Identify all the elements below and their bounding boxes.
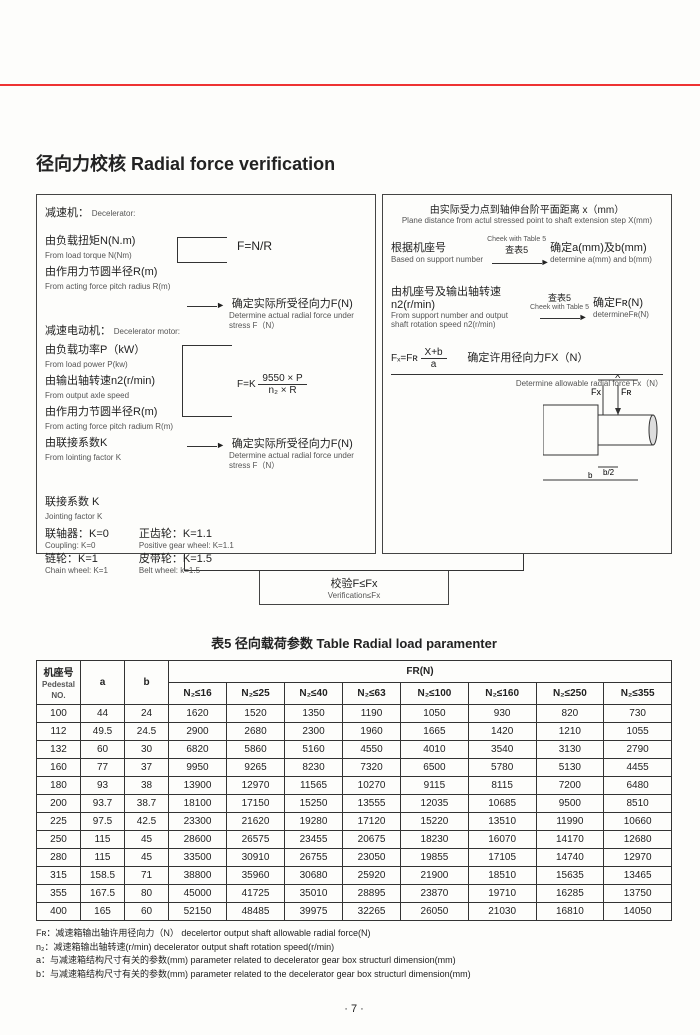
formula-fx: Fₓ=Fʀ X+ba 确定许用径向力FX（N） [391, 347, 663, 375]
column-header: N₂≤100 [401, 683, 469, 705]
page-content: 径向力校核 Radial force verification 减速机： Dec… [0, 0, 700, 1025]
table-row: 22597.542.523300216201928017120152201351… [37, 813, 672, 831]
svg-text:b/2: b/2 [603, 468, 615, 477]
table-row: 355167.580450004172535010288952387019710… [37, 885, 672, 903]
right-flow-box: 由实际受力点到轴伸台阶平面距离 x（mm） Plane distance fro… [382, 194, 672, 554]
load-torque: 由负载扭矩N(N.m) [45, 235, 135, 247]
table-row: 2801154533500309102675523050198551710514… [37, 849, 672, 867]
diagram-row: 减速机： Decelerator: 由负载扭矩N(N.m) From load … [36, 194, 672, 554]
column-header: N₂≤40 [285, 683, 343, 705]
decel-label: 减速机： [45, 207, 89, 219]
column-header: N₂≤355 [604, 683, 672, 705]
column-header: N₂≤250 [536, 683, 604, 705]
column-header: N₂≤160 [468, 683, 536, 705]
radial-load-table: 机座号Pedestal NO. a b FR(N) N₂≤16N₂≤25N₂≤4… [36, 660, 672, 921]
page-number: · 7 · [36, 1003, 672, 1015]
shaft-diagram: Fʀ Fx X b/2 b [543, 375, 663, 488]
table-row: 11249.524.529002680230019601665142012101… [37, 723, 672, 741]
svg-text:Fʀ: Fʀ [621, 387, 631, 397]
svg-text:Fx: Fx [591, 387, 601, 397]
formula-fnr: F=N/R [237, 239, 272, 253]
formula-fk: F=K 9550 × Pn₂ × R [237, 373, 307, 396]
joint-factor: 联接系数 K [45, 496, 99, 508]
table-row: 4001656052150484853997532265260502103016… [37, 903, 672, 921]
table-row: 315158.571388003596030680259202190018510… [37, 867, 672, 885]
column-header: N₂≤25 [227, 683, 285, 705]
table-row: 132603068205860516045504010354031302790 [37, 741, 672, 759]
verification-box: 校验F≤Fx Verification≤Fx [259, 570, 449, 605]
table-row: 160773799509265823073206500578051304455 [37, 759, 672, 777]
table-row: 2501154528600265752345520675182301607014… [37, 831, 672, 849]
svg-text:b: b [588, 471, 593, 480]
table-title: 表5 径向载荷参数 Table Radial load paramenter [36, 633, 672, 652]
top-red-line [0, 84, 700, 86]
determine-f: 确定实际所受径向力F(N) [232, 298, 353, 310]
pitch-radius: 由作用力节圆半径R(m) [45, 266, 157, 278]
table-row: 100442416201520135011901050930820730 [37, 705, 672, 723]
page-title: 径向力校核 Radial force verification [36, 150, 672, 176]
motor-label: 减速电动机： [45, 325, 111, 337]
table-notes: Fʀ：减速箱输出轴许用径向力（N） decelertor output shaf… [36, 927, 672, 981]
svg-text:X: X [615, 375, 621, 380]
table-row: 1809338139001297011565102709115811572006… [37, 777, 672, 795]
left-flow-box: 减速机： Decelerator: 由负载扭矩N(N.m) From load … [36, 194, 376, 554]
column-header: N₂≤63 [343, 683, 401, 705]
column-header: N₂≤16 [169, 683, 227, 705]
table-row: 20093.738.718100171501525013555120351068… [37, 795, 672, 813]
